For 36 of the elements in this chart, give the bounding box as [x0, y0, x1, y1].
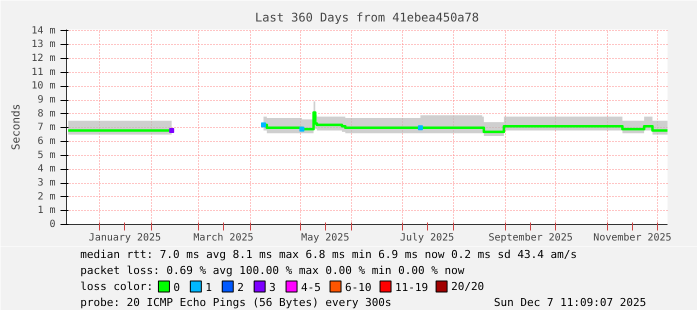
- y-tick-label: 5 m: [37, 150, 56, 161]
- y-axis-title: Seconds: [9, 104, 22, 150]
- legend-label: 3: [269, 281, 276, 294]
- x-tick-label: January 2025: [88, 232, 162, 244]
- x-tick-label: July 2025: [400, 232, 454, 244]
- chart-title: Last 360 Days from 41ebea450a78: [255, 10, 479, 24]
- y-tick-label: 3 m: [37, 178, 56, 189]
- text: median rtt: 7.0 ms avg 8.1 ms max 6.8 ms min 6.9 ms now 0.2 ms sd 43.4 am/s: [80, 248, 577, 261]
- legend-label: 1: [205, 281, 212, 294]
- y-tick-label: 14 m: [31, 25, 56, 36]
- y-tick-label: 9 m: [37, 94, 56, 106]
- legend-label: 6-10: [345, 281, 372, 294]
- legend-label: 4-5: [301, 281, 321, 294]
- x-tick-label: September 2025: [488, 232, 573, 244]
- x-tick-label: May 2025: [301, 232, 350, 244]
- y-tick-label: 6 m: [37, 136, 56, 148]
- y-tick-label: 0: [49, 219, 56, 230]
- y-tick-label: 11 m: [31, 66, 56, 78]
- y-tick-label: 13 m: [31, 39, 56, 50]
- legend-title: loss color:: [80, 280, 154, 293]
- y-tick-label: 7 m: [37, 122, 56, 134]
- x-tick-label: March 2025: [193, 232, 254, 244]
- y-tick-label: 10 m: [31, 80, 56, 92]
- y-tick-label: 2 m: [37, 191, 56, 202]
- legend-label: 20/20: [451, 280, 484, 293]
- legend-label: 11-19: [395, 281, 428, 294]
- y-tick-label: 1 m: [37, 205, 56, 216]
- legend-label: 0: [173, 281, 180, 294]
- x-tick-label: November 2025: [593, 232, 672, 244]
- legend-label: 2: [237, 281, 244, 294]
- text: probe: 20 ICMP Echo Pings (56 Bytes) every 300s: [80, 296, 392, 309]
- y-tick-label: 4 m: [37, 164, 56, 175]
- y-tick-label: 12 m: [31, 53, 56, 64]
- text: Sun Dec 7 11:09:07 2025: [494, 296, 646, 309]
- y-tick-label: 8 m: [37, 108, 56, 120]
- text: packet loss: 0.69 % avg 100.00 % max 0.00 % min 0.00 % now: [80, 264, 465, 277]
